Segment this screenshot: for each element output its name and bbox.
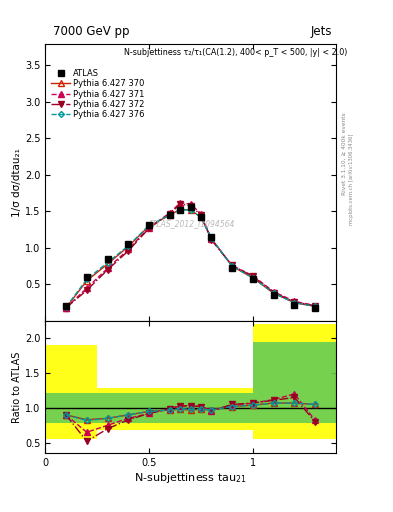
Text: Jets: Jets: [310, 26, 332, 38]
Text: N-subjettiness τ₂/τ₁(CA(1.2), 400< p_T < 500, |y| < 2.0): N-subjettiness τ₂/τ₁(CA(1.2), 400< p_T <…: [124, 48, 347, 57]
Text: 7000 GeV pp: 7000 GeV pp: [53, 26, 130, 38]
Y-axis label: 1/σ dσ/dtau₂₁: 1/σ dσ/dtau₂₁: [12, 148, 22, 217]
X-axis label: N-subjettiness tau$_{21}$: N-subjettiness tau$_{21}$: [134, 471, 247, 485]
Legend: ATLAS, Pythia 6.427 370, Pythia 6.427 371, Pythia 6.427 372, Pythia 6.427 376: ATLAS, Pythia 6.427 370, Pythia 6.427 37…: [48, 66, 148, 122]
Y-axis label: Ratio to ATLAS: Ratio to ATLAS: [12, 351, 22, 423]
Text: Rivet 3.1.10, ≥ 400k events: Rivet 3.1.10, ≥ 400k events: [342, 112, 346, 195]
Text: mcplots.cern.ch [arXiv:1306.3436]: mcplots.cern.ch [arXiv:1306.3436]: [349, 134, 354, 225]
Text: ATLAS_2012_I1094564: ATLAS_2012_I1094564: [147, 219, 234, 228]
